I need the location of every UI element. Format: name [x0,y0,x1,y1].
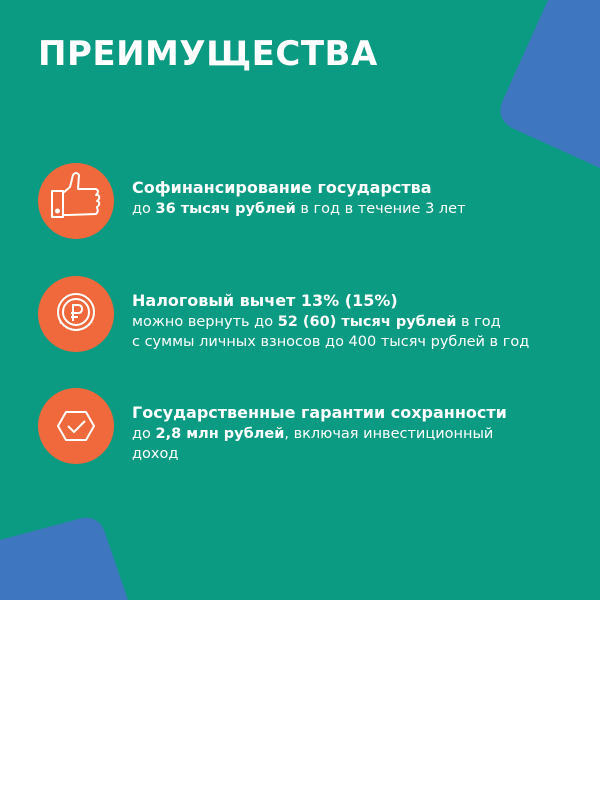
benefit-detail: можно вернуть до 52 (60) тысяч рублей в … [132,312,529,332]
detail-highlight: 36 тысяч рублей [155,201,296,217]
top-right-shape [500,0,600,168]
benefit-item-guarantees: Государственные гарантии сохранности до … [38,388,598,468]
benefit-item-cofinancing: Софинансирование государства до 36 тысяч… [38,163,598,243]
icon-circle [38,388,114,464]
detail-text: до [132,426,156,442]
icon-circle [38,276,114,352]
bottom-left-shape [0,517,128,600]
detail-text: до [132,201,156,217]
detail-highlight: 52 (60) тысяч рублей [277,314,457,330]
icon-circle [38,163,114,239]
detail-text: можно вернуть до [132,314,278,330]
benefit-detail-line2: с суммы личных взносов до 400 тысяч рубл… [132,334,530,350]
shield-check-icon [57,411,95,441]
benefit-detail: до 36 тысяч рублей в год в течение 3 лет [132,199,466,219]
detail-text: в год в течение 3 лет [295,201,466,217]
page-title: ПРЕИМУЩЕСТВА [38,34,378,74]
detail-text: , включая инвестиционный [284,426,494,442]
benefit-text: Налоговый вычет 13% (15%) можно вернуть … [132,290,529,352]
decorative-shapes [0,0,600,600]
benefit-text: Государственные гарантии сохранности до … [132,402,507,464]
benefits-banner: ПРЕИМУЩЕСТВА Софинансирование государств… [0,0,600,600]
detail-highlight: 2,8 млн рублей [155,426,285,442]
benefit-text: Софинансирование государства до 36 тысяч… [132,177,466,219]
benefit-detail-line2: доход [132,446,179,462]
benefit-heading: Налоговый вычет 13% (15%) [132,291,398,310]
benefit-detail: до 2,8 млн рублей, включая инвестиционны… [132,424,507,444]
thumbs-up-icon [51,172,101,218]
benefit-item-tax-deduction: Налоговый вычет 13% (15%) можно вернуть … [38,276,598,356]
benefit-heading: Государственные гарантии сохранности [132,403,507,422]
detail-text: в год [456,314,501,330]
benefit-heading: Софинансирование государства [132,178,432,197]
ruble-coin-icon [57,293,95,331]
